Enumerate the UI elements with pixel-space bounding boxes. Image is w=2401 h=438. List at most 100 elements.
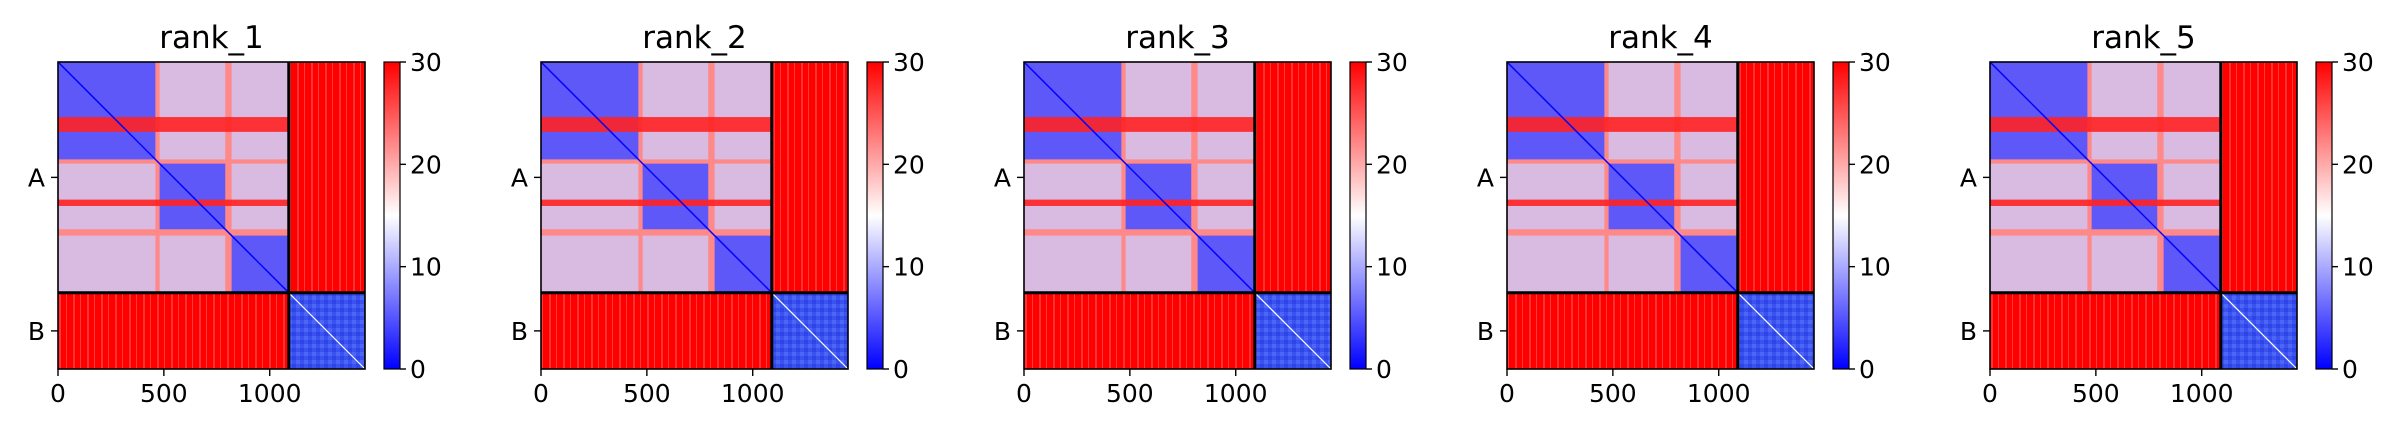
x-tick-label: 1000	[1204, 379, 1268, 408]
diagonal-line	[1254, 292, 1332, 370]
domain-cell	[1197, 62, 1255, 160]
diagonal-line	[1737, 292, 1815, 370]
linker-band	[1507, 125, 1738, 132]
colorbar-tick-label: 30	[893, 48, 925, 77]
colorbar-tick-label: 10	[893, 253, 925, 282]
domain-cell	[1608, 235, 1675, 293]
y-tick-label: A	[28, 163, 45, 192]
colorbar-tick-label: 0	[1859, 355, 1875, 384]
axes-frame	[1023, 61, 1332, 370]
block-B-A	[1990, 292, 2221, 369]
colorbar-tick-label: 10	[2342, 253, 2374, 282]
block-A-B	[2220, 62, 2297, 293]
domain-cell	[159, 62, 226, 160]
axes-frame	[57, 61, 366, 370]
block-A-B	[1737, 62, 1814, 293]
x-tick-label: 500	[1106, 379, 1154, 408]
diagonal-line	[1506, 61, 1739, 294]
colorbar-tick-label: 10	[1376, 253, 1408, 282]
linker-band	[58, 199, 289, 206]
domain-cell	[231, 163, 289, 230]
linker-band	[1990, 199, 2221, 206]
linker-band	[58, 117, 289, 126]
y-tick-label: A	[511, 163, 528, 192]
colorbar-tick-label: 0	[2342, 355, 2358, 384]
colorbar-tick-label: 20	[893, 150, 925, 179]
domain-cell	[1680, 62, 1738, 160]
block-B-A	[58, 292, 289, 369]
colorbar-tick-label: 0	[410, 355, 426, 384]
y-tick-label: A	[1960, 163, 1977, 192]
linker-band	[1507, 117, 1738, 126]
colorbar	[2315, 61, 2333, 370]
diagonal-line	[1023, 61, 1256, 294]
block-A-B	[288, 62, 365, 293]
colorbar-tick-label: 30	[2342, 48, 2374, 77]
linker-band	[1990, 125, 2221, 132]
heatmap-panel: rank_5 0 500 1000 A B 0 10 20 30	[1960, 20, 2374, 408]
x-tick-label: 0	[1499, 379, 1515, 408]
colorbar-tick-label: 20	[1859, 150, 1891, 179]
domain-cell	[58, 163, 156, 230]
axes-frame	[540, 61, 849, 370]
domain-cell	[642, 62, 709, 160]
domain-cell	[1024, 163, 1122, 230]
block-A-B	[1254, 62, 1331, 293]
domain-cell	[1024, 235, 1122, 293]
x-tick-label: 0	[1982, 379, 1998, 408]
x-tick-label: 1000	[2170, 379, 2234, 408]
colorbar-tick-label: 20	[1376, 150, 1408, 179]
x-tick-label: 500	[1589, 379, 1637, 408]
diagonal-line	[2220, 292, 2298, 370]
heatmap-panel: rank_4 0 500 1000 A B 0 10 20 30	[1477, 20, 1891, 408]
x-tick-label: 1000	[721, 379, 785, 408]
domain-cell	[541, 235, 639, 293]
y-tick-label: B	[28, 317, 45, 346]
colorbar-tick-label: 30	[1376, 48, 1408, 77]
domain-cell	[714, 62, 772, 160]
domain-cell	[2091, 62, 2158, 160]
block-B-A	[1024, 292, 1255, 369]
colorbar	[866, 61, 884, 370]
diagonal-line	[288, 292, 366, 370]
colorbar-tick-label: 30	[1859, 48, 1891, 77]
y-tick-label: B	[994, 317, 1011, 346]
diagonal-line	[771, 292, 849, 370]
linker-band	[1024, 199, 1255, 206]
x-tick-label: 0	[533, 379, 549, 408]
domain-cell	[2091, 235, 2158, 293]
x-tick-label: 500	[2072, 379, 2120, 408]
x-tick-label: 1000	[238, 379, 302, 408]
linker-band	[1024, 125, 1255, 132]
linker-band	[1024, 117, 1255, 126]
colorbar-tick-label: 10	[410, 253, 442, 282]
heatmap-panel: rank_3 0 500 1000 A B 0 10 20 30	[994, 20, 1408, 408]
colorbar	[1832, 61, 1850, 370]
domain-cell	[1197, 163, 1255, 230]
block-B-A	[541, 292, 772, 369]
panel-title: rank_1	[159, 20, 264, 56]
colorbar-tick-label: 30	[410, 48, 442, 77]
domain-cell	[58, 235, 156, 293]
domain-cell	[1125, 235, 1192, 293]
heatmap-panel: rank_2 0 500 1000 A B 0 10 20 30	[511, 20, 925, 408]
domain-cell	[2163, 62, 2221, 160]
linker-band	[541, 125, 772, 132]
x-tick-label: 500	[623, 379, 671, 408]
domain-cell	[2163, 163, 2221, 230]
domain-cell	[1608, 62, 1675, 160]
domain-cell	[1990, 235, 2088, 293]
panel-title: rank_4	[1608, 20, 1713, 56]
diagonal-line	[1989, 61, 2222, 294]
diagonal-line	[540, 61, 773, 294]
y-tick-label: B	[1477, 317, 1494, 346]
block-B-A	[1507, 292, 1738, 369]
diagonal-line	[57, 61, 290, 294]
heatmap-panel: rank_1 0 500 1000 A B 0 10 20 30	[28, 20, 442, 408]
y-tick-label: B	[511, 317, 528, 346]
panel-title: rank_2	[642, 20, 747, 56]
panel-title: rank_3	[1125, 20, 1230, 56]
domain-cell	[541, 163, 639, 230]
y-tick-label: B	[1960, 317, 1977, 346]
